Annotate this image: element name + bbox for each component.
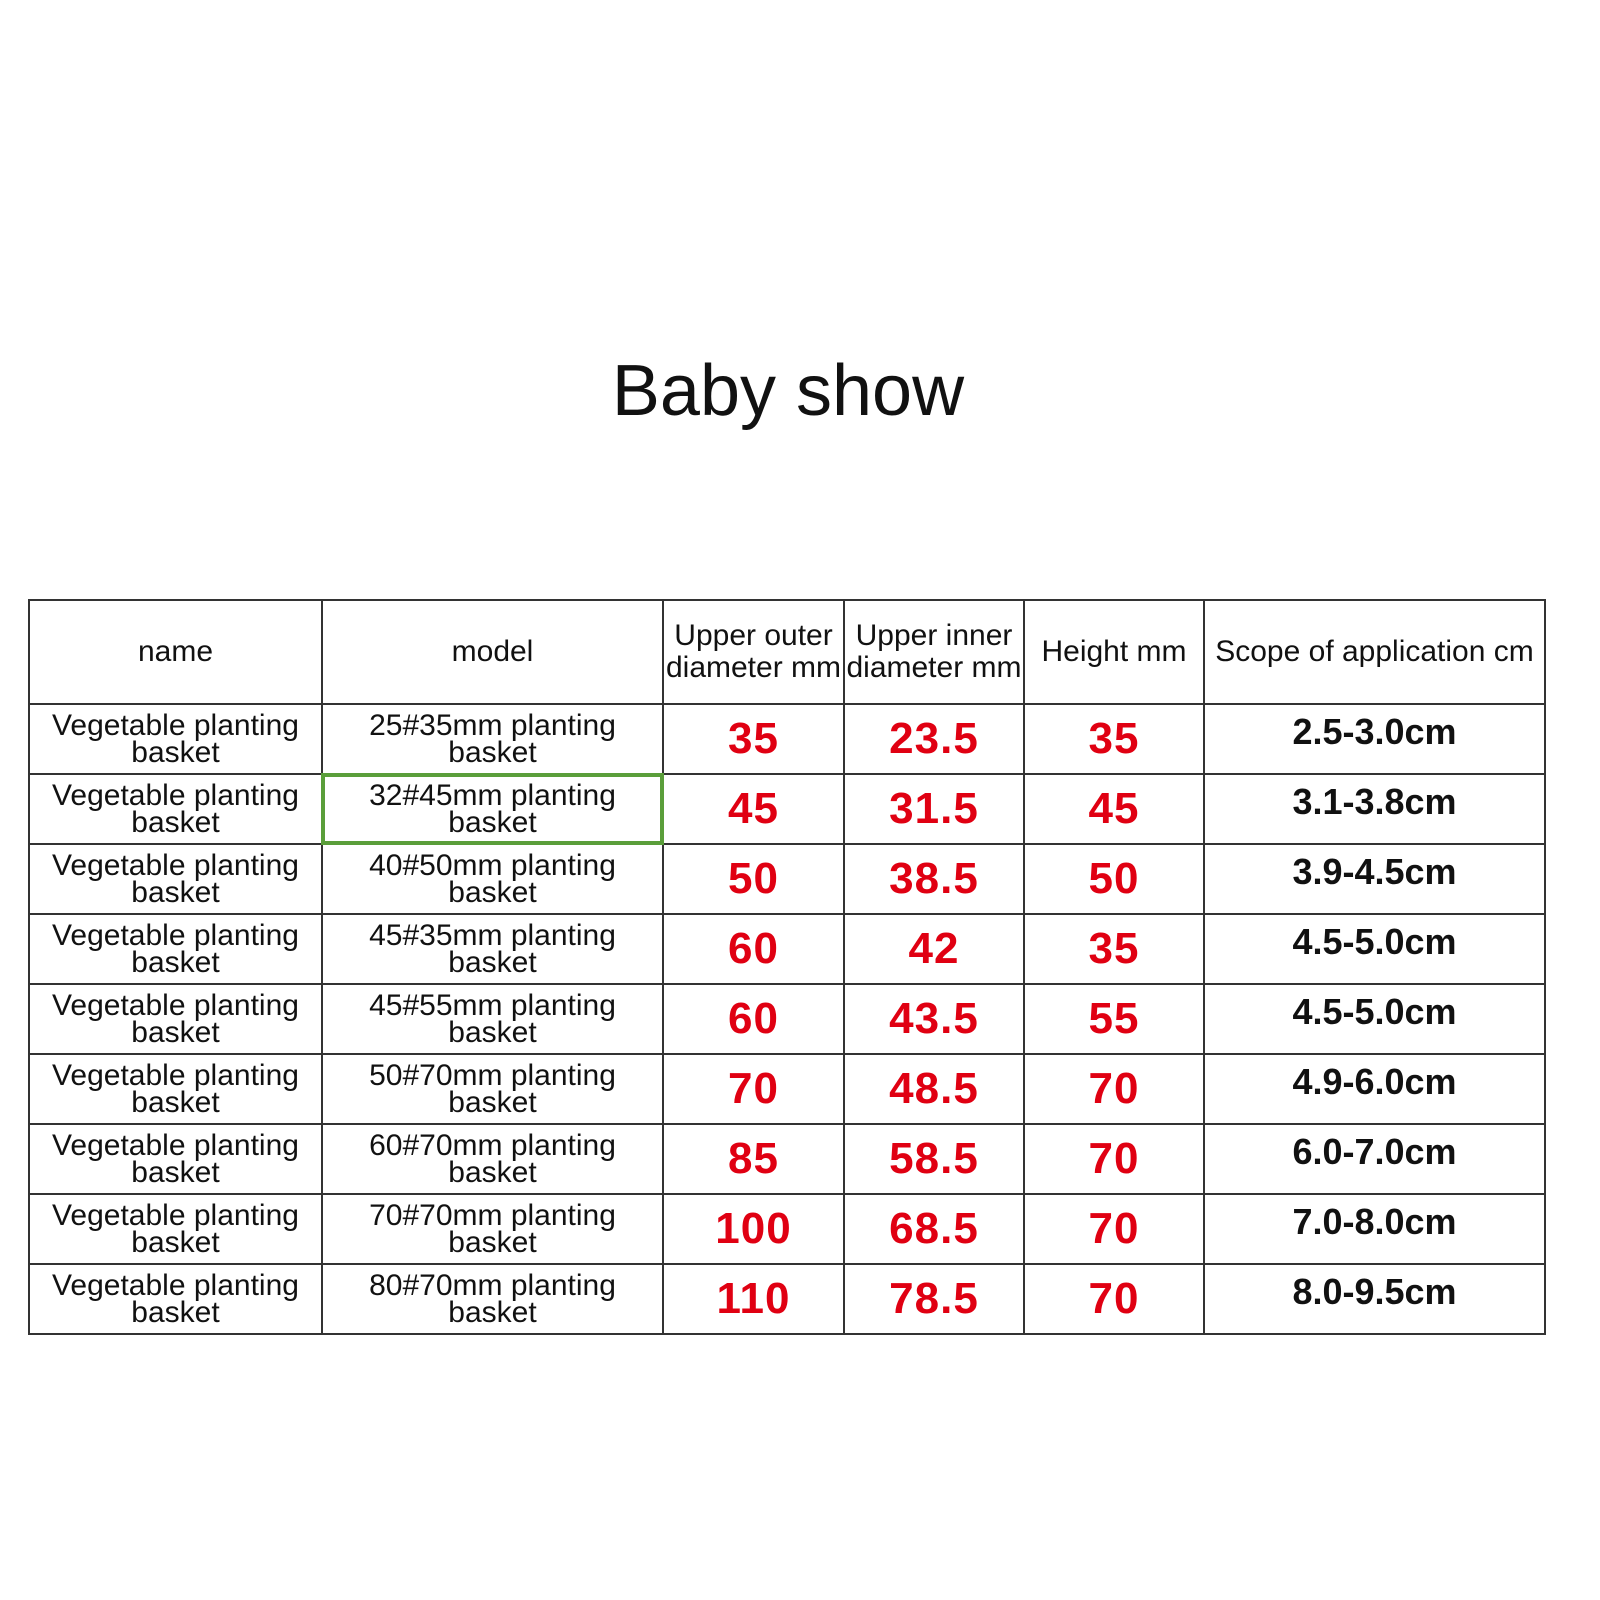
model-cell: 32#45mm planting basket	[321, 773, 664, 845]
inner-diameter-cell: 38.5	[843, 843, 1025, 915]
scope-cell: 4.9-6.0cm	[1203, 1053, 1546, 1125]
name-cell: Vegetable planting basket	[28, 1123, 323, 1195]
name-cell: Vegetable planting basket	[28, 983, 323, 1055]
scope-cell: 4.5-5.0cm	[1203, 983, 1546, 1055]
scope-cell: 2.5-3.0cm	[1203, 703, 1546, 775]
height-cell: 70	[1023, 1123, 1205, 1195]
model-cell: 45#55mm planting basket	[321, 983, 664, 1055]
height-cell: 45	[1023, 773, 1205, 845]
table-row: Vegetable planting basket 50#70mm plantin…	[28, 1053, 1546, 1125]
header-row: name model Upper outer diameter mm Upper…	[28, 599, 1546, 705]
table-row: Vegetable planting basket 45#55mm plantin…	[28, 983, 1546, 1055]
outer-diameter-cell: 85	[662, 1123, 845, 1195]
page-title: Baby show	[611, 351, 965, 431]
name-cell: Vegetable planting basket	[28, 1053, 323, 1125]
table-row: Vegetable planting basket 80#70mm plantin…	[28, 1263, 1546, 1335]
scope-cell: 6.0-7.0cm	[1203, 1123, 1546, 1195]
table-row: Vegetable planting basket 70#70mm plantin…	[28, 1193, 1546, 1265]
model-cell: 45#35mm planting basket	[321, 913, 664, 985]
table-row: Vegetable planting basket 25#35mm plantin…	[28, 703, 1546, 775]
size-table: name model Upper outer diameter mm Upper…	[28, 599, 1546, 1335]
inner-diameter-cell: 23.5	[843, 703, 1025, 775]
table-row: Vegetable planting basket 60#70mm plantin…	[28, 1123, 1546, 1195]
name-cell: Vegetable planting basket	[28, 773, 323, 845]
table-row: Vegetable planting basket 45#35mm plantin…	[28, 913, 1546, 985]
outer-diameter-cell: 100	[662, 1193, 845, 1265]
height-cell: 70	[1023, 1193, 1205, 1265]
model-cell: 70#70mm planting basket	[321, 1193, 664, 1265]
name-cell: Vegetable planting basket	[28, 1193, 323, 1265]
height-cell: 55	[1023, 983, 1205, 1055]
height-cell: 35	[1023, 913, 1205, 985]
inner-diameter-cell: 31.5	[843, 773, 1025, 845]
header-name: name	[28, 599, 323, 705]
name-cell: Vegetable planting basket	[28, 913, 323, 985]
outer-diameter-cell: 45	[662, 773, 845, 845]
header-inner-diameter: Upper inner diameter mm	[843, 599, 1025, 705]
inner-diameter-cell: 68.5	[843, 1193, 1025, 1265]
scope-cell: 3.1-3.8cm	[1203, 773, 1546, 845]
header-height: Height mm	[1023, 599, 1205, 705]
header-outer-diameter: Upper outer diameter mm	[662, 599, 845, 705]
name-cell: Vegetable planting basket	[28, 1263, 323, 1335]
table-row: Vegetable planting basket 40#50mm plantin…	[28, 843, 1546, 915]
outer-diameter-cell: 50	[662, 843, 845, 915]
height-cell: 50	[1023, 843, 1205, 915]
scope-cell: 4.5-5.0cm	[1203, 913, 1546, 985]
name-cell: Vegetable planting basket	[28, 843, 323, 915]
inner-diameter-cell: 43.5	[843, 983, 1025, 1055]
header-scope: Scope of application cm	[1203, 599, 1546, 705]
outer-diameter-cell: 70	[662, 1053, 845, 1125]
scope-cell: 7.0-8.0cm	[1203, 1193, 1546, 1265]
scope-cell: 3.9-4.5cm	[1203, 843, 1546, 915]
height-cell: 35	[1023, 703, 1205, 775]
inner-diameter-cell: 48.5	[843, 1053, 1025, 1125]
inner-diameter-cell: 58.5	[843, 1123, 1025, 1195]
model-cell: 50#70mm planting basket	[321, 1053, 664, 1125]
model-cell: 60#70mm planting basket	[321, 1123, 664, 1195]
outer-diameter-cell: 60	[662, 983, 845, 1055]
table-row: Vegetable planting basket 32#45mm plantin…	[28, 773, 1546, 845]
name-cell: Vegetable planting basket	[28, 703, 323, 775]
model-cell: 25#35mm planting basket	[321, 703, 664, 775]
inner-diameter-cell: 78.5	[843, 1263, 1025, 1335]
model-cell: 40#50mm planting basket	[321, 843, 664, 915]
outer-diameter-cell: 35	[662, 703, 845, 775]
scope-cell: 8.0-9.5cm	[1203, 1263, 1546, 1335]
model-cell: 80#70mm planting basket	[321, 1263, 664, 1335]
outer-diameter-cell: 110	[662, 1263, 845, 1335]
height-cell: 70	[1023, 1053, 1205, 1125]
inner-diameter-cell: 42	[843, 913, 1025, 985]
header-model: model	[321, 599, 664, 705]
height-cell: 70	[1023, 1263, 1205, 1335]
outer-diameter-cell: 60	[662, 913, 845, 985]
